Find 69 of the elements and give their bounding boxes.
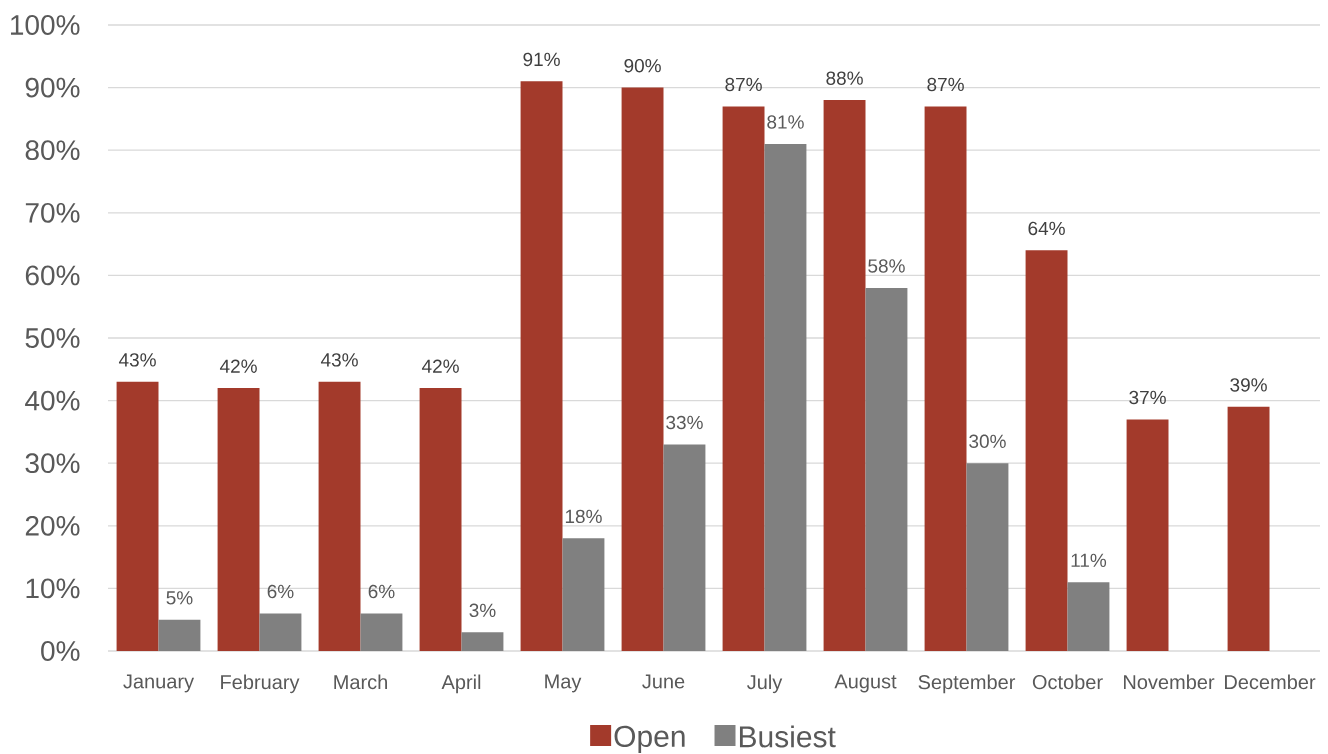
bar [116,381,159,651]
bar [1025,250,1068,651]
x-tick-label: September [918,674,1016,694]
data-label: 37% [1129,390,1166,405]
data-label: 87% [725,77,762,92]
data-label: 87% [927,77,964,92]
x-tick-label: October [1032,674,1103,690]
x-tick-label: November [1124,674,1215,690]
bar [966,463,1009,651]
x-tick-label: April [441,674,481,694]
x-tick-label: August [834,674,897,693]
y-tick-label: 10% [26,578,80,599]
y-tick-label: 30% [25,453,80,474]
bar [318,381,361,651]
data-label: 64% [1028,221,1065,236]
data-label: 88% [826,71,863,85]
bar [865,287,908,651]
data-label: 43% [118,353,156,367]
data-label: 91% [523,52,560,67]
bar [520,81,563,651]
y-tick-label: 90% [25,77,80,98]
data-label: 90% [624,58,661,73]
x-tick-label: June [642,674,685,689]
bar [722,106,765,651]
x-tick-label: March [334,674,387,690]
data-label: 58% [868,259,905,273]
bar [419,388,462,651]
bar [663,444,706,651]
data-label: 42% [421,359,459,373]
data-label: 39% [1230,378,1267,392]
bar [1126,419,1169,651]
bar [924,106,967,651]
data-label: 33% [666,415,703,430]
bar [621,87,664,651]
bar [823,100,866,651]
y-tick-label: 100% [11,15,80,35]
data-label: 42% [219,359,257,373]
bar [360,613,403,651]
x-tick-label: January [123,674,195,693]
y-tick-label: 50% [25,328,80,348]
legend-label: Busiest [739,725,836,748]
data-label: 30% [969,434,1006,448]
bar [259,613,302,651]
bar [1227,406,1270,651]
x-tick-label: May [545,674,582,693]
bar [1067,582,1110,651]
legend-label: Open [614,725,685,753]
y-tick-label: 80% [25,140,80,161]
y-tick-label: 0% [41,641,80,661]
data-label: 6% [368,584,395,599]
bar [158,619,201,651]
x-tick-label: February [221,674,300,694]
data-label: 11% [1071,553,1107,567]
y-tick-label: 20% [25,515,80,536]
bar [764,143,807,651]
bar [461,632,504,651]
x-tick-label: December [1225,674,1316,690]
y-tick-label: 40% [25,390,80,411]
bar [217,388,260,651]
bar [562,538,605,651]
data-label: 3% [469,603,496,618]
y-tick-label: 70% [25,202,80,223]
data-label: 81% [767,115,804,129]
data-label: 5% [166,591,193,605]
x-tick-label: July [747,674,783,694]
data-label: 6% [267,584,294,599]
y-tick-label: 60% [25,265,80,286]
data-label: 18% [565,509,602,524]
data-label: 43% [320,353,358,367]
